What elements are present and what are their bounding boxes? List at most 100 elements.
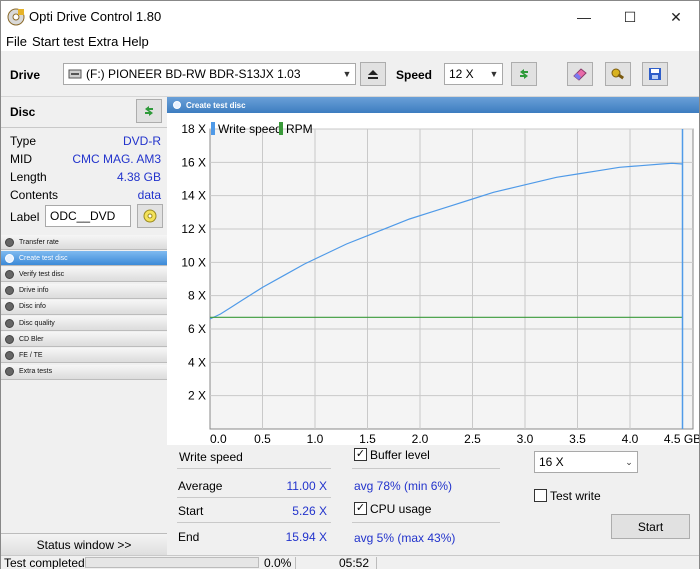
nav-item-label: Drive info	[19, 287, 49, 295]
disc-icon	[143, 209, 157, 223]
x-tick-label: 2.0	[412, 432, 429, 445]
x-tick-label: 2.5	[464, 432, 481, 445]
nav-item-transfer-rate[interactable]: Transfer rate	[1, 235, 167, 250]
nav-item-drive-info[interactable]: Drive info	[1, 283, 167, 299]
status-bar: Test completed 0.0% 05:52	[1, 555, 699, 569]
disc-mid-value: CMC MAG. AM3	[72, 152, 161, 166]
save-button[interactable]	[642, 62, 668, 86]
chevron-down-icon: ⌄	[625, 456, 633, 467]
tools-icon	[611, 68, 625, 80]
end-value: 15.94 X	[285, 530, 327, 544]
disc-refresh-button[interactable]	[136, 99, 162, 123]
separator	[376, 557, 377, 569]
y-tick-label: 18 X	[181, 122, 206, 136]
x-tick-label: 1.0	[307, 432, 324, 445]
nav-item-disc-quality[interactable]: Disc quality	[1, 316, 167, 331]
buffer-level-label: Buffer level	[370, 448, 430, 462]
separator	[177, 497, 331, 498]
y-tick-label: 12 X	[181, 222, 206, 236]
write-speed-chart: 2 X 4 X 6 X 8 X 10 X 12 X 14 X 16 X 18 X 0.0 0.5 1.…	[181, 122, 700, 446]
x-tick-label: 0.5	[254, 432, 271, 445]
disc-contents-label: Contents	[10, 188, 59, 202]
disc-length-value: 4.38 GB	[116, 170, 161, 184]
progress-percent: 0.0%	[264, 556, 292, 569]
nav-item-cd-bler[interactable]: CD Bler	[1, 332, 167, 348]
nav-item-fe-te[interactable]: FE / TE	[1, 348, 167, 364]
disc-label-caption: Label	[10, 210, 40, 224]
y-tick-label: 16 X	[181, 155, 206, 169]
nav-icon	[5, 237, 14, 247]
menu-bar: File Start test Extra Help	[1, 33, 699, 51]
x-tick-label: 3.0	[517, 432, 534, 445]
disc-icon	[173, 101, 181, 109]
legend-swatch-rpm	[279, 122, 283, 135]
nav-item-verify-test-disc[interactable]: Verify test disc	[1, 267, 167, 283]
nav-item-disc-info[interactable]: Disc info	[1, 299, 167, 315]
content-header: Create test disc	[167, 97, 699, 113]
drive-icon	[68, 69, 82, 79]
menu-help[interactable]: Help	[122, 34, 149, 49]
menu-start-test[interactable]: Start test	[32, 34, 85, 49]
progress-bar	[85, 557, 259, 568]
write-speed-line	[209, 162, 683, 320]
nav-item-label: Create test disc	[19, 254, 68, 262]
content-title: Create test disc	[186, 100, 246, 110]
status-window-button[interactable]: Status window >>	[1, 533, 167, 555]
menu-file[interactable]: File	[6, 34, 27, 49]
disc-label-input[interactable]: ODC__DVD	[45, 205, 131, 227]
x-tick-label: 4.5 GB	[664, 432, 699, 445]
legend-swatch-write-speed	[211, 122, 215, 135]
maximize-button[interactable]: ☐	[623, 8, 637, 25]
speed-select[interactable]: 12 X ▼	[444, 63, 503, 85]
minimize-button[interactable]: —	[577, 9, 591, 25]
disc-length-label: Length	[10, 170, 47, 184]
nav-icon	[5, 367, 14, 377]
nav-item-label: Disc info	[19, 303, 46, 311]
nav-item-label: Verify test disc	[19, 270, 65, 278]
start-label: Start	[178, 504, 204, 518]
status-text: Test completed	[4, 556, 85, 569]
end-label: End	[178, 530, 200, 544]
y-tick-label: 10 X	[181, 255, 206, 269]
elapsed-time: 05:52	[339, 556, 370, 569]
buffer-level-checkbox[interactable]: ✓	[354, 448, 367, 461]
refresh-icon	[145, 106, 153, 116]
x-tick-label: 4.0	[622, 432, 639, 445]
nav-item-create-test-disc[interactable]: Create test disc	[1, 251, 167, 267]
nav-icon	[5, 269, 14, 279]
toolbar: Drive (F:) PIONEER BD-RW BDR-S13JX 1.03 …	[1, 51, 699, 97]
erase-button[interactable]	[567, 62, 593, 86]
cpu-usage-value: avg 5% (max 43%)	[354, 531, 456, 545]
write-speed-header: Write speed	[179, 450, 243, 464]
buffer-level-value: avg 78% (min 6%)	[354, 479, 453, 493]
floppy-icon	[649, 68, 661, 80]
chevron-down-icon: ▼	[489, 69, 499, 79]
separator	[352, 468, 500, 469]
menu-extra[interactable]: Extra	[88, 34, 119, 49]
title-bar: Opti Drive Control 1.80 — ☐ ✕	[1, 1, 699, 33]
y-tick-label: 14 X	[181, 189, 206, 203]
nav-icon	[5, 334, 14, 344]
refresh-icon	[520, 69, 528, 79]
close-button[interactable]: ✕	[670, 8, 682, 25]
refresh-speed-button[interactable]	[511, 62, 537, 86]
settings-button[interactable]	[605, 62, 631, 86]
write-speed-select[interactable]: 16 X ⌄	[534, 451, 638, 473]
test-write-checkbox[interactable]	[534, 489, 547, 502]
speed-label: Speed	[396, 68, 433, 82]
drive-select[interactable]: (F:) PIONEER BD-RW BDR-S13JX 1.03 ▼	[63, 63, 356, 85]
x-tick-label: 1.5	[359, 432, 376, 445]
start-button[interactable]: Start	[611, 514, 690, 539]
eject-button[interactable]	[360, 62, 386, 86]
y-tick-label: 4 X	[188, 355, 206, 369]
nav-item-extra-tests[interactable]: Extra tests	[1, 364, 167, 380]
disc-type-value: DVD-R	[123, 134, 161, 148]
disc-label-apply-button[interactable]	[137, 204, 163, 228]
separator	[352, 522, 500, 523]
cpu-usage-checkbox[interactable]: ✓	[354, 502, 367, 515]
x-tick-label: 3.5	[569, 432, 586, 445]
drive-select-value: (F:) PIONEER BD-RW BDR-S13JX 1.03	[86, 67, 301, 81]
disc-type-label: Type	[10, 134, 37, 148]
eraser-icon	[573, 68, 587, 81]
separator	[177, 468, 331, 469]
